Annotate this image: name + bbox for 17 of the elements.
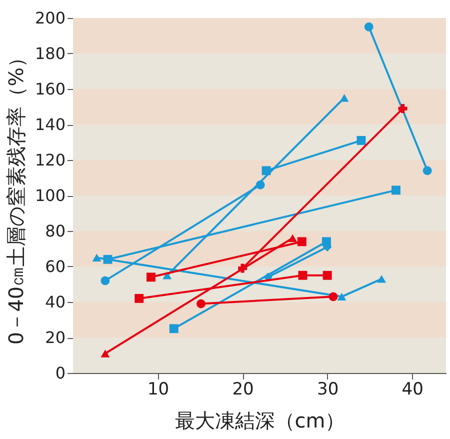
y-tick-label: 60 <box>45 257 66 276</box>
y-tick-label: 100 <box>34 186 66 205</box>
y-tick-label: 180 <box>34 44 66 63</box>
y-tick-label: 0 <box>55 364 66 382</box>
y-axis-title: 0－40㎝土層の窒素残存率（%） <box>4 47 28 345</box>
x-tick-label: 30 <box>317 380 339 400</box>
x-tick-label: 20 <box>232 380 254 400</box>
y-tick-label: 80 <box>45 222 66 240</box>
y-tick-label: 120 <box>34 150 66 170</box>
x-tick-label: 10 <box>147 380 170 400</box>
y-tick-label: 140 <box>34 115 66 134</box>
x-tick-label: 40 <box>402 380 424 400</box>
y-tick-label: 20 <box>45 328 66 347</box>
x-axis-title: 最大凍結深（cm） <box>174 408 346 432</box>
y-tick-label: 160 <box>34 80 66 98</box>
y-tick-label: 40 <box>45 292 66 312</box>
y-tick-label: 200 <box>34 8 66 28</box>
